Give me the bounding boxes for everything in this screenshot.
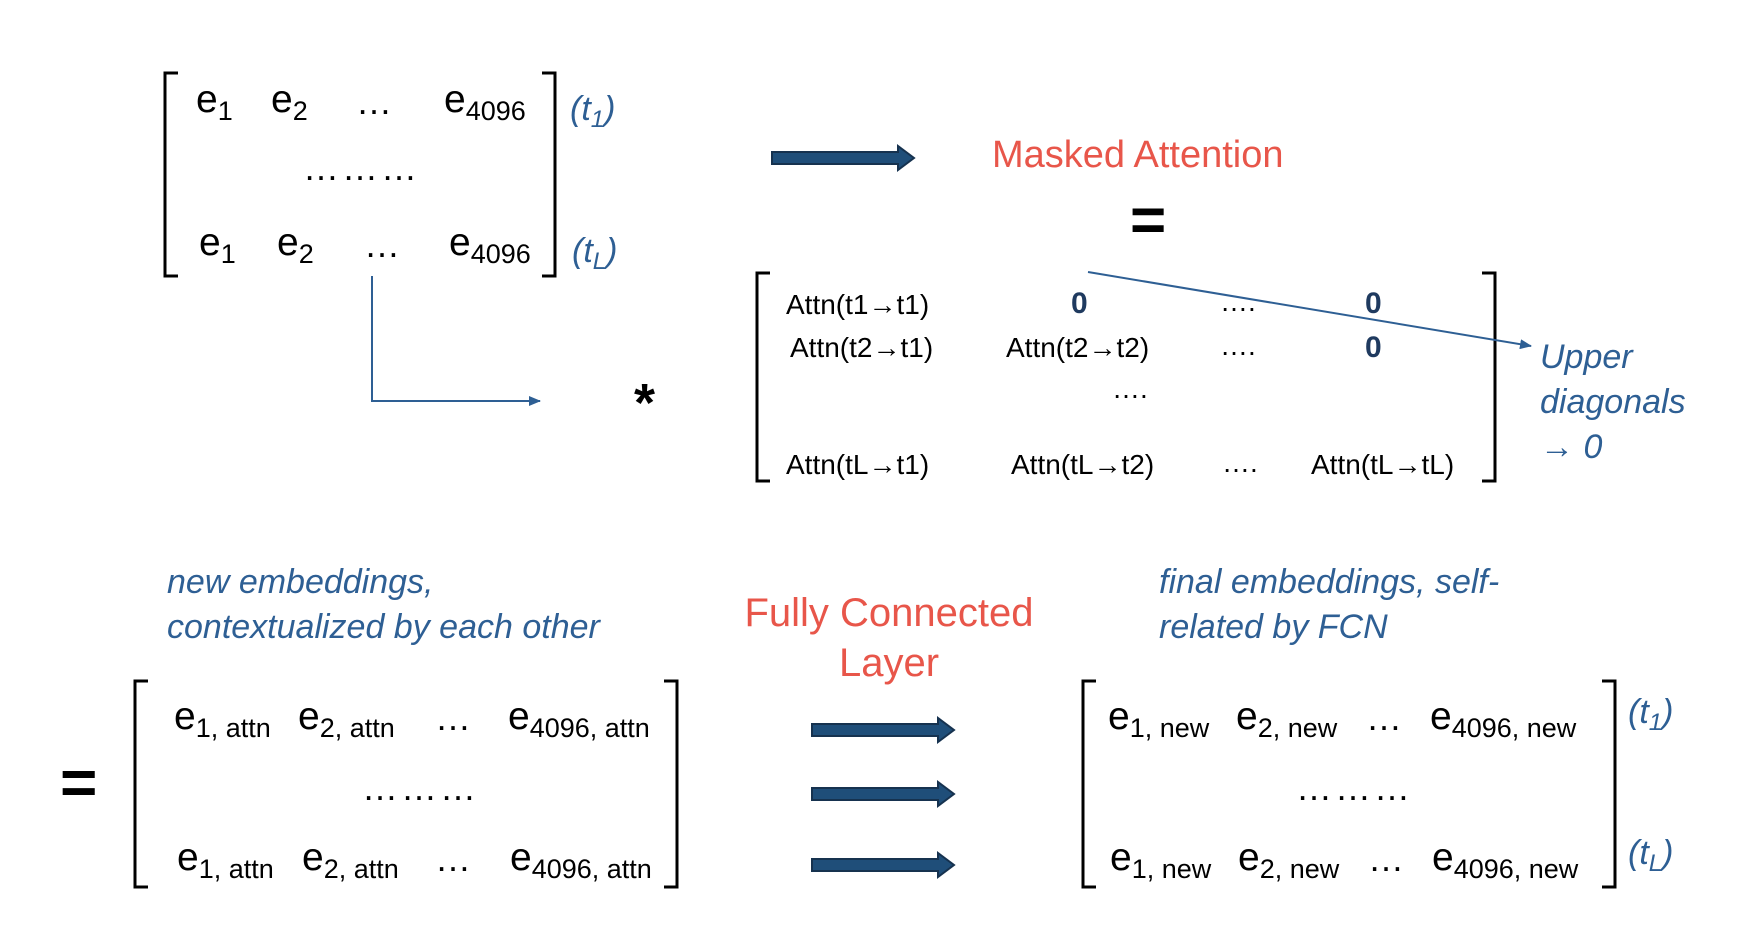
attn-output-middle-dots: ………	[362, 767, 479, 808]
attention-matrix-left-bracket	[755, 271, 770, 483]
masked-attention-title: Masked Attention	[992, 134, 1284, 176]
input-matrix-ellipsis: …	[356, 81, 395, 122]
arrow-to-masked-attention	[771, 144, 916, 172]
attn-output-ellipsis: …	[435, 838, 474, 879]
attn-output-description: new embeddings, contextualized by each o…	[167, 563, 600, 646]
input-matrix-cell: e4096	[449, 221, 531, 269]
attention-zero: 0	[1365, 287, 1382, 320]
input-matrix-right-bracket	[542, 71, 557, 278]
input-matrix-middle-dots: ………	[303, 147, 420, 188]
row-label-first: (t1)	[570, 90, 616, 133]
attention-cell: Attn(t2→t1)	[790, 332, 934, 363]
attention-ellipsis: ….	[1220, 330, 1256, 361]
attn-output-cell: e4096, attn	[508, 695, 650, 743]
attention-cell: Attn(tL→t2)	[1011, 449, 1155, 480]
attention-cell: Attn(tL→tL)	[1311, 449, 1455, 480]
final-output-cell: e1, new	[1108, 695, 1210, 743]
attention-zero: 0	[1071, 287, 1088, 320]
attn-output-right-bracket	[664, 679, 679, 889]
final-output-middle-dots: ………	[1296, 767, 1413, 808]
attn-output-cell: e1, attn	[177, 836, 274, 884]
final-output-ellipsis: …	[1366, 697, 1405, 738]
attention-ellipsis: ….	[1222, 447, 1258, 478]
masked-attention-equals: =	[1130, 186, 1167, 255]
fcn-arrow	[811, 851, 956, 879]
input-matrix-cell: e2	[271, 78, 308, 126]
final-output-cell: e4096, new	[1430, 695, 1577, 743]
attn-output-cell: e4096, attn	[510, 836, 652, 884]
input-matrix-cell: e2	[277, 221, 314, 269]
final-output-cell: e2, new	[1238, 836, 1340, 884]
upper-diagonals-pointer	[1087, 271, 1532, 350]
attn-output-cell: e1, attn	[174, 695, 271, 743]
attn-output-cell: e2, attn	[298, 695, 395, 743]
input-to-multiply-connector	[371, 276, 541, 406]
row-label-first: (t1)	[1628, 693, 1674, 736]
attn-output-ellipsis: …	[435, 697, 474, 738]
final-output-description: final embeddings, self- related by FCN	[1159, 563, 1500, 646]
row-label-last: (tL)	[1628, 834, 1674, 877]
final-output-right-bracket	[1602, 679, 1617, 889]
input-matrix-cell: e4096	[444, 78, 526, 126]
attn-output-cell: e2, attn	[302, 836, 399, 884]
attention-cell: Attn(t2→t2)	[1006, 332, 1150, 363]
final-output-left-bracket	[1081, 679, 1096, 889]
final-output-cell: e4096, new	[1432, 836, 1579, 884]
input-matrix-cell: e1	[196, 78, 233, 126]
attention-cell: Attn(t1→t1)	[786, 289, 930, 320]
multiply-sign: *	[634, 373, 656, 433]
input-matrix-cell: e1	[199, 221, 236, 269]
attn-output-left-bracket	[133, 679, 148, 889]
fcn-arrow	[811, 780, 956, 808]
attn-output-equals: =	[60, 746, 98, 818]
input-matrix-left-bracket	[163, 71, 178, 278]
attention-ellipsis: ….	[1220, 286, 1256, 317]
attention-middle-ellipsis: ….	[1112, 373, 1148, 404]
input-matrix-ellipsis: …	[364, 224, 403, 265]
fcn-title: Fully Connected Layer	[744, 591, 1034, 685]
final-output-ellipsis: …	[1368, 838, 1407, 879]
final-output-cell: e1, new	[1110, 836, 1212, 884]
attention-zero: 0	[1365, 331, 1382, 364]
fcn-arrow	[811, 716, 956, 744]
upper-diagonals-annotation: Upper diagonals → 0	[1540, 338, 1686, 466]
attention-cell: Attn(tL→t1)	[786, 449, 930, 480]
attention-matrix-right-bracket	[1482, 271, 1497, 483]
row-label-last: (tL)	[572, 232, 618, 275]
final-output-cell: e2, new	[1236, 695, 1338, 743]
